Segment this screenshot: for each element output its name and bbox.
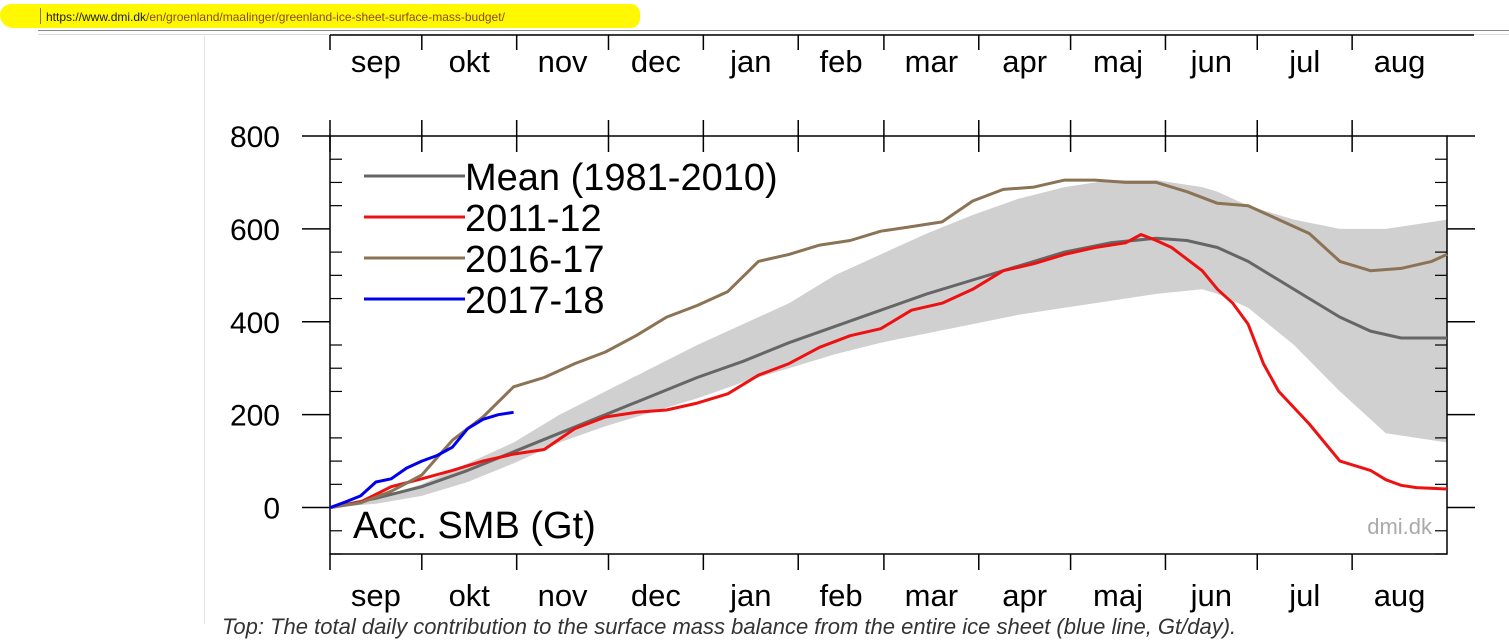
bottom-month-label: feb — [820, 578, 863, 613]
bottom-month-label: jul — [1288, 578, 1320, 613]
bottom-month-label: aug — [1374, 578, 1426, 613]
legend-label: 2016-17 — [465, 239, 604, 281]
series-line-2011-12 — [329, 233, 1448, 510]
top-month-label: mar — [905, 44, 958, 79]
chart-labels: sep okt nov dec jan feb mar apr maj jun jul aug 0 200… — [230, 121, 1433, 613]
top-month-label: sep — [351, 44, 401, 79]
axis-ticks — [302, 120, 1475, 570]
top-month-label: jun — [1190, 44, 1232, 79]
top-month-label: maj — [1093, 44, 1143, 79]
top-month-label: apr — [1002, 44, 1047, 79]
y-tick-label: 200 — [230, 400, 280, 433]
bottom-month-label: sep — [351, 578, 401, 613]
url-highlight — [0, 4, 640, 28]
top-month-axis: sep okt nov dec jan feb mar apr maj jun jul aug — [329, 34, 1474, 79]
legend-label: 2017-18 — [465, 280, 604, 322]
series-line-2017-18 — [329, 410, 514, 510]
top-month-label: okt — [449, 44, 491, 79]
bottom-month-label: okt — [449, 578, 491, 613]
top-month-label: aug — [1374, 44, 1426, 79]
legend-label: Mean (1981-2010) — [465, 157, 778, 199]
top-month-label: feb — [820, 44, 863, 79]
top-month-label: dec — [631, 44, 681, 79]
bottom-month-label: mar — [905, 578, 958, 613]
top-month-label: nov — [538, 44, 588, 79]
bottom-month-label: jun — [1190, 578, 1232, 613]
bottom-month-label: jan — [729, 578, 771, 613]
url-caret — [40, 8, 41, 24]
url-path: /en/groenland/maalinger/greenland-ice-sh… — [146, 10, 505, 24]
smb-chart: sep okt nov dec jan feb mar apr maj jun jul aug Mea… — [230, 34, 1475, 613]
mean-range-band — [330, 180, 1447, 508]
series-line-mean-1981-2010- — [329, 236, 1447, 510]
content-left-edge — [204, 36, 205, 624]
y-tick-label: 600 — [230, 214, 280, 247]
figure-caption: Top: The total daily contribution to the… — [222, 614, 1237, 639]
watermark: dmi.dk — [1367, 514, 1433, 539]
bottom-month-label: maj — [1093, 578, 1143, 613]
url-domain: https://www.dmi.dk — [46, 10, 147, 24]
y-axis-label: Acc. SMB (Gt) — [353, 505, 596, 547]
top-month-label: jul — [1288, 44, 1320, 79]
legend-label: 2011-12 — [465, 198, 602, 240]
y-tick-label: 400 — [230, 307, 280, 340]
band-area — [330, 180, 1447, 508]
bottom-month-label: nov — [538, 578, 588, 613]
url-divider — [38, 30, 1509, 31]
y-tick-label: 0 — [263, 493, 280, 526]
top-month-label: jan — [729, 44, 771, 79]
series-lines — [329, 178, 1448, 510]
bottom-month-label: dec — [631, 578, 681, 613]
y-tick-label: 800 — [230, 121, 280, 154]
series-line-2016-17 — [329, 178, 1448, 510]
url-text[interactable]: https://www.dmi.dk/en/groenland/maalinge… — [46, 10, 505, 24]
bottom-month-label: apr — [1002, 578, 1047, 613]
url-bar[interactable]: https://www.dmi.dk/en/groenland/maalinge… — [0, 0, 1509, 34]
